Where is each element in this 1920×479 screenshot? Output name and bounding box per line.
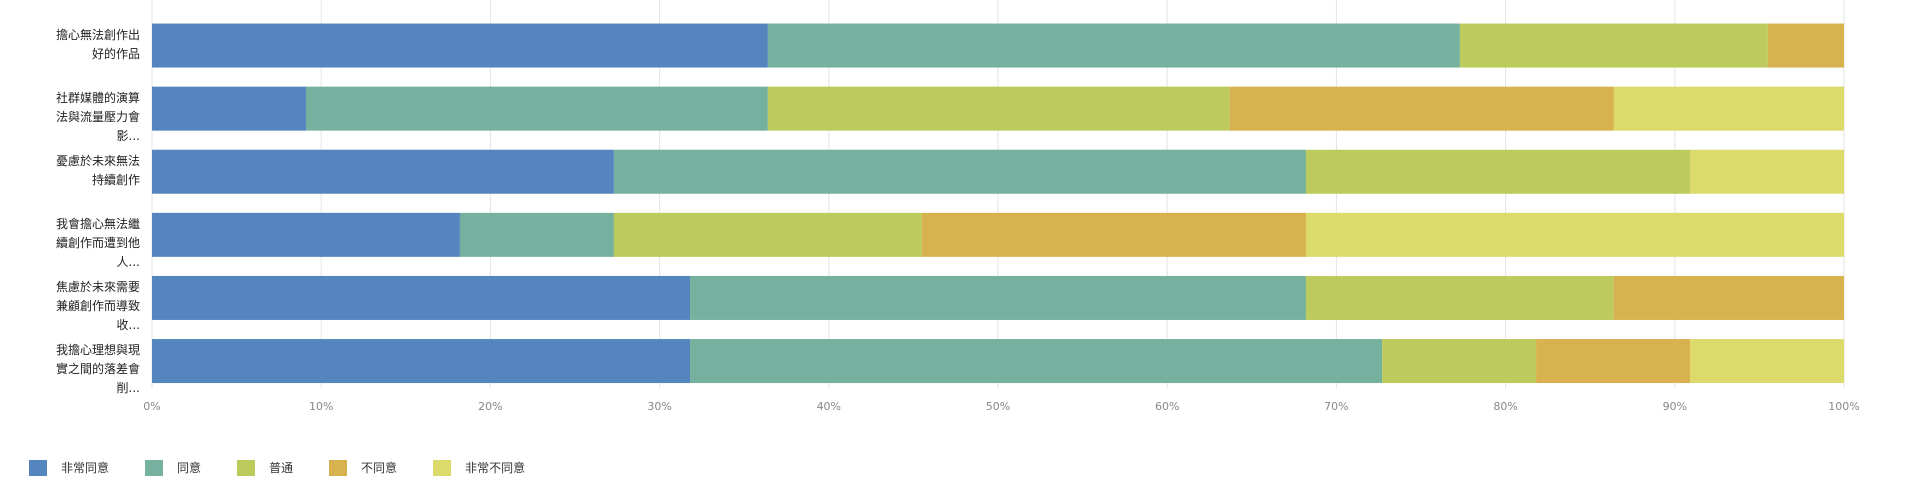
bar-segment [613,212,922,257]
category-label: 我擔心理想與現實之間的落差會削... [55,343,140,396]
x-tick-label: 50% [986,400,1010,413]
x-tick-label: 60% [1155,400,1179,413]
bar-segment [1459,23,1768,68]
bar-segment [767,86,1230,131]
x-tick-label: 30% [647,400,671,413]
x-tick-label: 100% [1828,400,1859,413]
bar-segment [1305,275,1614,320]
legend-item: 普通 [237,459,293,476]
bar-segment [152,275,691,320]
legend-item: 非常同意 [29,459,109,476]
x-tick-label: 90% [1663,400,1687,413]
bar-segment [1229,86,1614,131]
bar-segment [1690,149,1844,194]
bar-segment [152,339,691,384]
bar-segment [767,23,1460,68]
x-tick-label: 70% [1324,400,1348,413]
bar-segment [459,212,614,257]
x-tick-label: 10% [309,400,333,413]
bar-segment [152,23,768,68]
x-tick-label: 0% [143,400,160,413]
bar-segment [152,212,460,257]
legend-swatch [329,459,348,476]
x-tick-label: 20% [478,400,502,413]
bar-segment [1305,212,1844,257]
legend-swatch [237,459,256,476]
legend-label: 非常同意 [61,461,110,475]
legend-label: 同意 [177,461,202,475]
bar-segment [1382,339,1537,384]
category-label: 擔心無法創作出好的作品 [55,27,140,61]
x-tick-label: 40% [817,400,841,413]
bar-segment [690,275,1306,320]
x-tick-label: 80% [1493,400,1517,413]
category-label: 社群媒體的演算法與流量壓力會影... [55,90,140,143]
bar-segment [152,149,614,194]
legend-item: 非常不同意 [433,459,525,476]
legend-item: 不同意 [329,459,397,476]
bar-segment [1613,275,1844,320]
bar-segment [613,149,1306,194]
legend-label: 非常不同意 [465,461,526,475]
bar-segment [1305,149,1691,194]
legend-swatch [145,459,164,476]
bar-segment [1767,23,1844,68]
bar-segment [152,86,306,131]
bar-segment [690,339,1383,384]
legend: 非常同意 同意 普通 不同意 非常不同意 [29,459,525,476]
bar-segment [1613,86,1844,131]
category-label: 我會擔心無法繼續創作而遭到他人... [55,216,140,269]
bar-segment [1690,339,1844,384]
legend-item: 同意 [145,459,201,476]
legend-swatch [433,459,452,476]
bar-segment [305,86,768,131]
bar-segment [921,212,1306,257]
legend-label: 普通 [269,461,294,475]
category-label: 焦慮於未來需要兼顧創作而導致收... [55,279,140,332]
legend-label: 不同意 [361,461,398,475]
category-label: 憂慮於未來無法持續創作 [55,153,140,187]
bar-segment [1536,339,1691,384]
legend-swatch [29,459,47,476]
